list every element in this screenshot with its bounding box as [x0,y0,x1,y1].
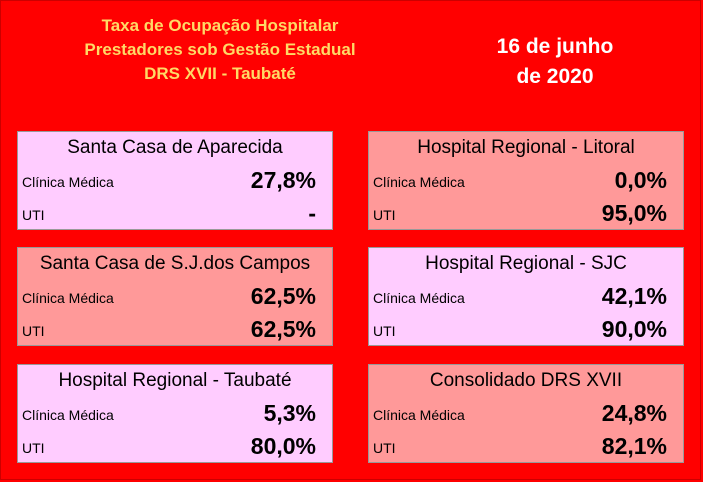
row-label: Clínica Médica [373,407,465,423]
title-line-2: Prestadores sob Gestão Estadual [84,40,356,59]
hospital-name: Santa Casa de S.J.dos Campos [39,253,311,274]
hospital-card-regional-sjc: Hospital Regional - SJC Clínica Médica 4… [368,247,684,346]
row-value: 90,0% [601,316,667,342]
uti-row: UTI 95,0% [369,199,683,231]
row-value: - [308,200,316,226]
uti-row: UTI 82,1% [369,432,683,464]
date-line-2: de 2020 [516,65,594,88]
row-value: 95,0% [601,200,667,226]
row-value: 5,3% [263,400,316,426]
clinica-medica-row: Clínica Médica 62,5% [18,282,332,314]
row-value: 62,5% [250,316,316,342]
hospital-name: Consolidado DRS XVII [429,370,623,391]
clinica-medica-row: Clínica Médica 24,8% [369,399,683,431]
row-label: UTI [22,207,45,223]
row-label: Clínica Médica [22,174,114,190]
row-label: UTI [373,207,396,223]
clinica-medica-row: Clínica Médica 42,1% [369,282,683,314]
hospital-name: Santa Casa de Aparecida [67,137,283,158]
row-label: Clínica Médica [22,407,114,423]
consolidated-card-drs-xvii: Consolidado DRS XVII Clínica Médica 24,8… [368,364,684,463]
hospital-card-santa-casa-aparecida: Santa Casa de Aparecida Clínica Médica 2… [17,131,333,230]
hospital-name: Hospital Regional - Taubaté [58,370,292,391]
row-value: 62,5% [250,283,316,309]
hospital-card-santa-casa-sjc: Santa Casa de S.J.dos Campos Clínica Méd… [17,247,333,346]
row-label: Clínica Médica [22,290,114,306]
title-line-3: DRS XVII - Taubaté [144,64,296,83]
row-value: 82,1% [601,433,667,459]
uti-row: UTI - [18,199,332,231]
clinica-medica-row: Clínica Médica 0,0% [369,166,683,198]
report-date: 16 de junho de 2020 [450,32,660,92]
title-line-1: Taxa de Ocupação Hospitalar [101,16,339,35]
row-value: 42,1% [601,283,667,309]
hospital-card-regional-litoral: Hospital Regional - Litoral Clínica Médi… [368,131,684,230]
row-label: UTI [373,440,396,456]
row-label: UTI [22,323,45,339]
hospital-name: Hospital Regional - SJC [425,253,627,274]
row-value: 24,8% [601,400,667,426]
hospital-card-regional-taubate: Hospital Regional - Taubaté Clínica Médi… [17,364,333,463]
row-label: Clínica Médica [373,174,465,190]
row-value: 27,8% [250,167,316,193]
row-label: UTI [22,440,45,456]
date-line-1: 16 de junho [496,35,614,58]
report-title: Taxa de Ocupação Hospitalar Prestadores … [40,14,400,86]
clinica-medica-row: Clínica Médica 27,8% [18,166,332,198]
row-label: Clínica Médica [373,290,465,306]
row-label: UTI [373,323,396,339]
hospital-name: Hospital Regional - Litoral [417,137,635,158]
uti-row: UTI 90,0% [369,315,683,347]
uti-row: UTI 80,0% [18,432,332,464]
row-value: 80,0% [250,433,316,459]
clinica-medica-row: Clínica Médica 5,3% [18,399,332,431]
uti-row: UTI 62,5% [18,315,332,347]
row-value: 0,0% [614,167,667,193]
